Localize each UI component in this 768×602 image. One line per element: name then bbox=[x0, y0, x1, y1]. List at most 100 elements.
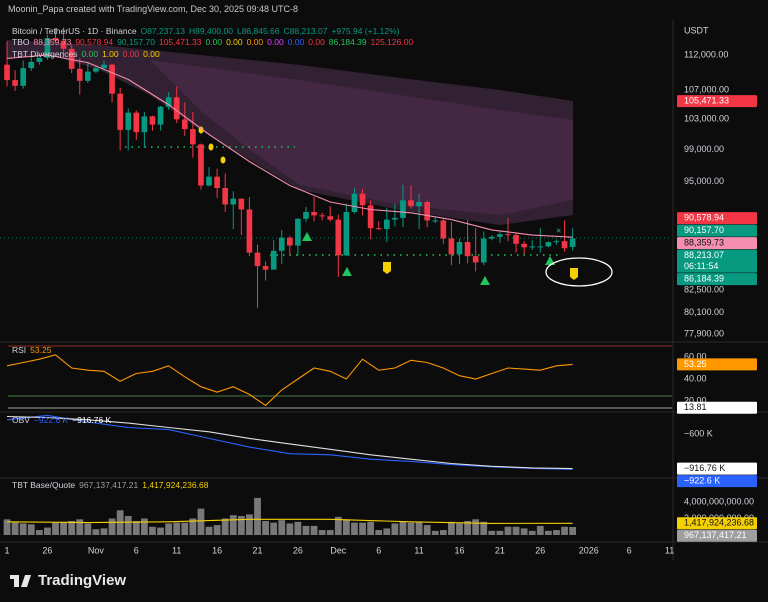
countdown: 06:11:54 bbox=[684, 261, 718, 271]
candle-body bbox=[238, 198, 245, 210]
y-tick-label: 82,500.00 bbox=[684, 284, 724, 294]
candle-body bbox=[117, 93, 123, 130]
tbo-cloud-inner bbox=[150, 60, 573, 215]
indicator-value: 0.00 bbox=[81, 49, 99, 59]
volume-bar bbox=[92, 529, 100, 535]
x-tick-label: 26 bbox=[293, 545, 303, 555]
indicator-value: 125,126.00 bbox=[370, 37, 414, 47]
price-label: 86,184.39 bbox=[684, 273, 724, 283]
legend-row: OBV −922.6 K −916.76 K bbox=[12, 415, 111, 425]
price-label: 88,213.07 bbox=[684, 250, 724, 260]
indicator-name: TBO bbox=[12, 37, 30, 47]
indicator-name: TBT Divergences bbox=[12, 49, 78, 59]
line-series bbox=[6, 54, 573, 238]
volume-bar bbox=[439, 530, 447, 535]
candle-body bbox=[327, 216, 334, 220]
candle-body bbox=[133, 112, 140, 133]
ohlc-value: L86,845.66 bbox=[236, 26, 280, 36]
volume-bar bbox=[189, 518, 197, 535]
candle-body bbox=[28, 61, 35, 69]
volume-bar bbox=[124, 516, 132, 535]
price-label-box bbox=[677, 273, 757, 286]
volume-bar bbox=[278, 520, 286, 535]
volume-bar bbox=[520, 528, 528, 535]
candle-body bbox=[149, 116, 156, 125]
x-tick-label: Dec bbox=[330, 545, 347, 555]
volume-bar bbox=[44, 527, 51, 535]
ohlc-value: O87,237.13 bbox=[140, 26, 186, 36]
candle-body bbox=[36, 57, 43, 62]
y-tick-label: 40.00 bbox=[684, 373, 707, 383]
x-tick-label: 6 bbox=[134, 545, 139, 555]
x-tick-label: 26 bbox=[535, 545, 545, 555]
candle-body bbox=[190, 129, 196, 145]
volume-bar bbox=[221, 518, 229, 535]
volume-bar bbox=[19, 523, 27, 535]
volume-bar bbox=[553, 530, 560, 535]
brand: TradingView bbox=[38, 572, 127, 589]
legend-row: Bitcoin / TetherUS · 1D · Binance O87,237… bbox=[12, 26, 400, 36]
candle-body bbox=[165, 97, 172, 107]
panel-value: 1,417,924,236.68 bbox=[142, 480, 209, 490]
indicator-value: 90,578.94 bbox=[75, 37, 114, 47]
x-tick-label: 6 bbox=[376, 545, 381, 555]
candle-body bbox=[254, 252, 261, 267]
symbol-title: Bitcoin / TetherUS · 1D · Binance bbox=[12, 26, 137, 36]
candle-body bbox=[569, 238, 576, 247]
price-label-box bbox=[677, 517, 757, 530]
volume-bar bbox=[512, 526, 520, 535]
candle-body bbox=[335, 219, 342, 256]
x-tick-label: 1 bbox=[5, 545, 10, 555]
candle-body bbox=[408, 200, 414, 207]
volume-bar bbox=[165, 523, 173, 535]
x-marker: × bbox=[556, 225, 561, 235]
volume-bar bbox=[205, 526, 213, 535]
candle-body bbox=[198, 144, 204, 186]
y-tick-label: 95,000.00 bbox=[684, 176, 724, 186]
legend-row: TBT Divergences 0.00 1.00 0.00 0.00 bbox=[12, 49, 160, 59]
candle-body bbox=[303, 212, 309, 219]
price-label: 53.25 bbox=[684, 359, 707, 369]
indicator-value: 0.00 bbox=[308, 37, 325, 47]
indicator-value: 0.00 bbox=[287, 37, 305, 47]
volume-bar bbox=[448, 521, 455, 535]
volume-bar bbox=[246, 514, 253, 535]
volume-bar bbox=[149, 526, 156, 535]
volume-bar bbox=[326, 530, 334, 535]
volume-bar bbox=[391, 523, 399, 535]
volume-bar bbox=[456, 523, 463, 535]
volume-bar bbox=[270, 522, 278, 535]
candle-body bbox=[521, 243, 527, 248]
volume-bar bbox=[423, 525, 431, 535]
candle-body bbox=[270, 250, 277, 270]
price-label-box bbox=[677, 529, 757, 542]
volume-bar bbox=[480, 521, 488, 535]
volume-bar bbox=[569, 527, 577, 535]
volume-bar bbox=[383, 528, 391, 535]
candle-body bbox=[278, 237, 285, 251]
x-tick-label: 26 bbox=[42, 545, 52, 555]
line-series bbox=[6, 415, 573, 470]
volume-bar bbox=[375, 530, 383, 535]
candle-body bbox=[246, 209, 253, 253]
price-label: −916.76 K bbox=[684, 463, 725, 473]
volume-bar bbox=[334, 516, 342, 535]
panel-title: TBT Base/Quote bbox=[12, 480, 76, 490]
candle-body bbox=[392, 217, 398, 220]
volume-bar bbox=[27, 524, 35, 535]
volume-bar bbox=[229, 515, 237, 535]
ohlc-value: C88,213.07 bbox=[283, 26, 328, 36]
candle-body bbox=[311, 212, 317, 216]
price-label: 105,471.33 bbox=[684, 96, 729, 106]
volume-bar bbox=[132, 520, 140, 535]
y-tick-label: 99,000.00 bbox=[684, 144, 724, 154]
green-triangles bbox=[302, 232, 555, 285]
candle-body bbox=[76, 68, 83, 81]
indicator-value: 0.00 bbox=[143, 49, 160, 59]
volume-bar bbox=[431, 530, 439, 535]
candle-body bbox=[173, 97, 180, 120]
price-label-box bbox=[677, 224, 757, 237]
price-label-box bbox=[677, 237, 757, 250]
indicator-value: 105,471.33 bbox=[158, 37, 202, 47]
price-label-box bbox=[677, 475, 757, 488]
